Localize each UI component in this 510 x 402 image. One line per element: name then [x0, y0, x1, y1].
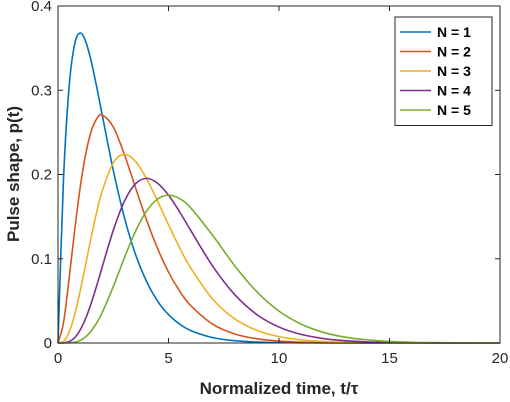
x-tick-label: 15 — [381, 350, 398, 367]
y-axis-label: Pulse shape, p(t) — [4, 106, 23, 242]
y-tick-label: 0 — [44, 335, 52, 352]
x-axis-label: Normalized time, t/τ — [200, 379, 359, 398]
x-tick-label: 5 — [164, 350, 172, 367]
legend-label-2: N = 2 — [437, 44, 471, 60]
y-tick-label: 0.2 — [31, 167, 52, 184]
ticks: 0 5 10 15 20 0 0.1 0.2 0.3 0.4 — [31, 0, 508, 367]
legend: N = 1 N = 2 N = 3 N = 4 N = 5 — [394, 16, 493, 126]
x-tick-label: 10 — [271, 350, 288, 367]
y-tick-label: 0.4 — [31, 0, 52, 15]
y-tick-label: 0.3 — [31, 82, 52, 99]
x-tick-label: 0 — [54, 350, 62, 367]
legend-label-4: N = 4 — [437, 83, 471, 99]
legend-label-3: N = 3 — [437, 63, 471, 79]
y-tick-label: 0.1 — [31, 251, 52, 268]
legend-label-5: N = 5 — [437, 102, 471, 118]
legend-label-1: N = 1 — [437, 24, 471, 40]
x-tick-label: 20 — [492, 350, 509, 367]
